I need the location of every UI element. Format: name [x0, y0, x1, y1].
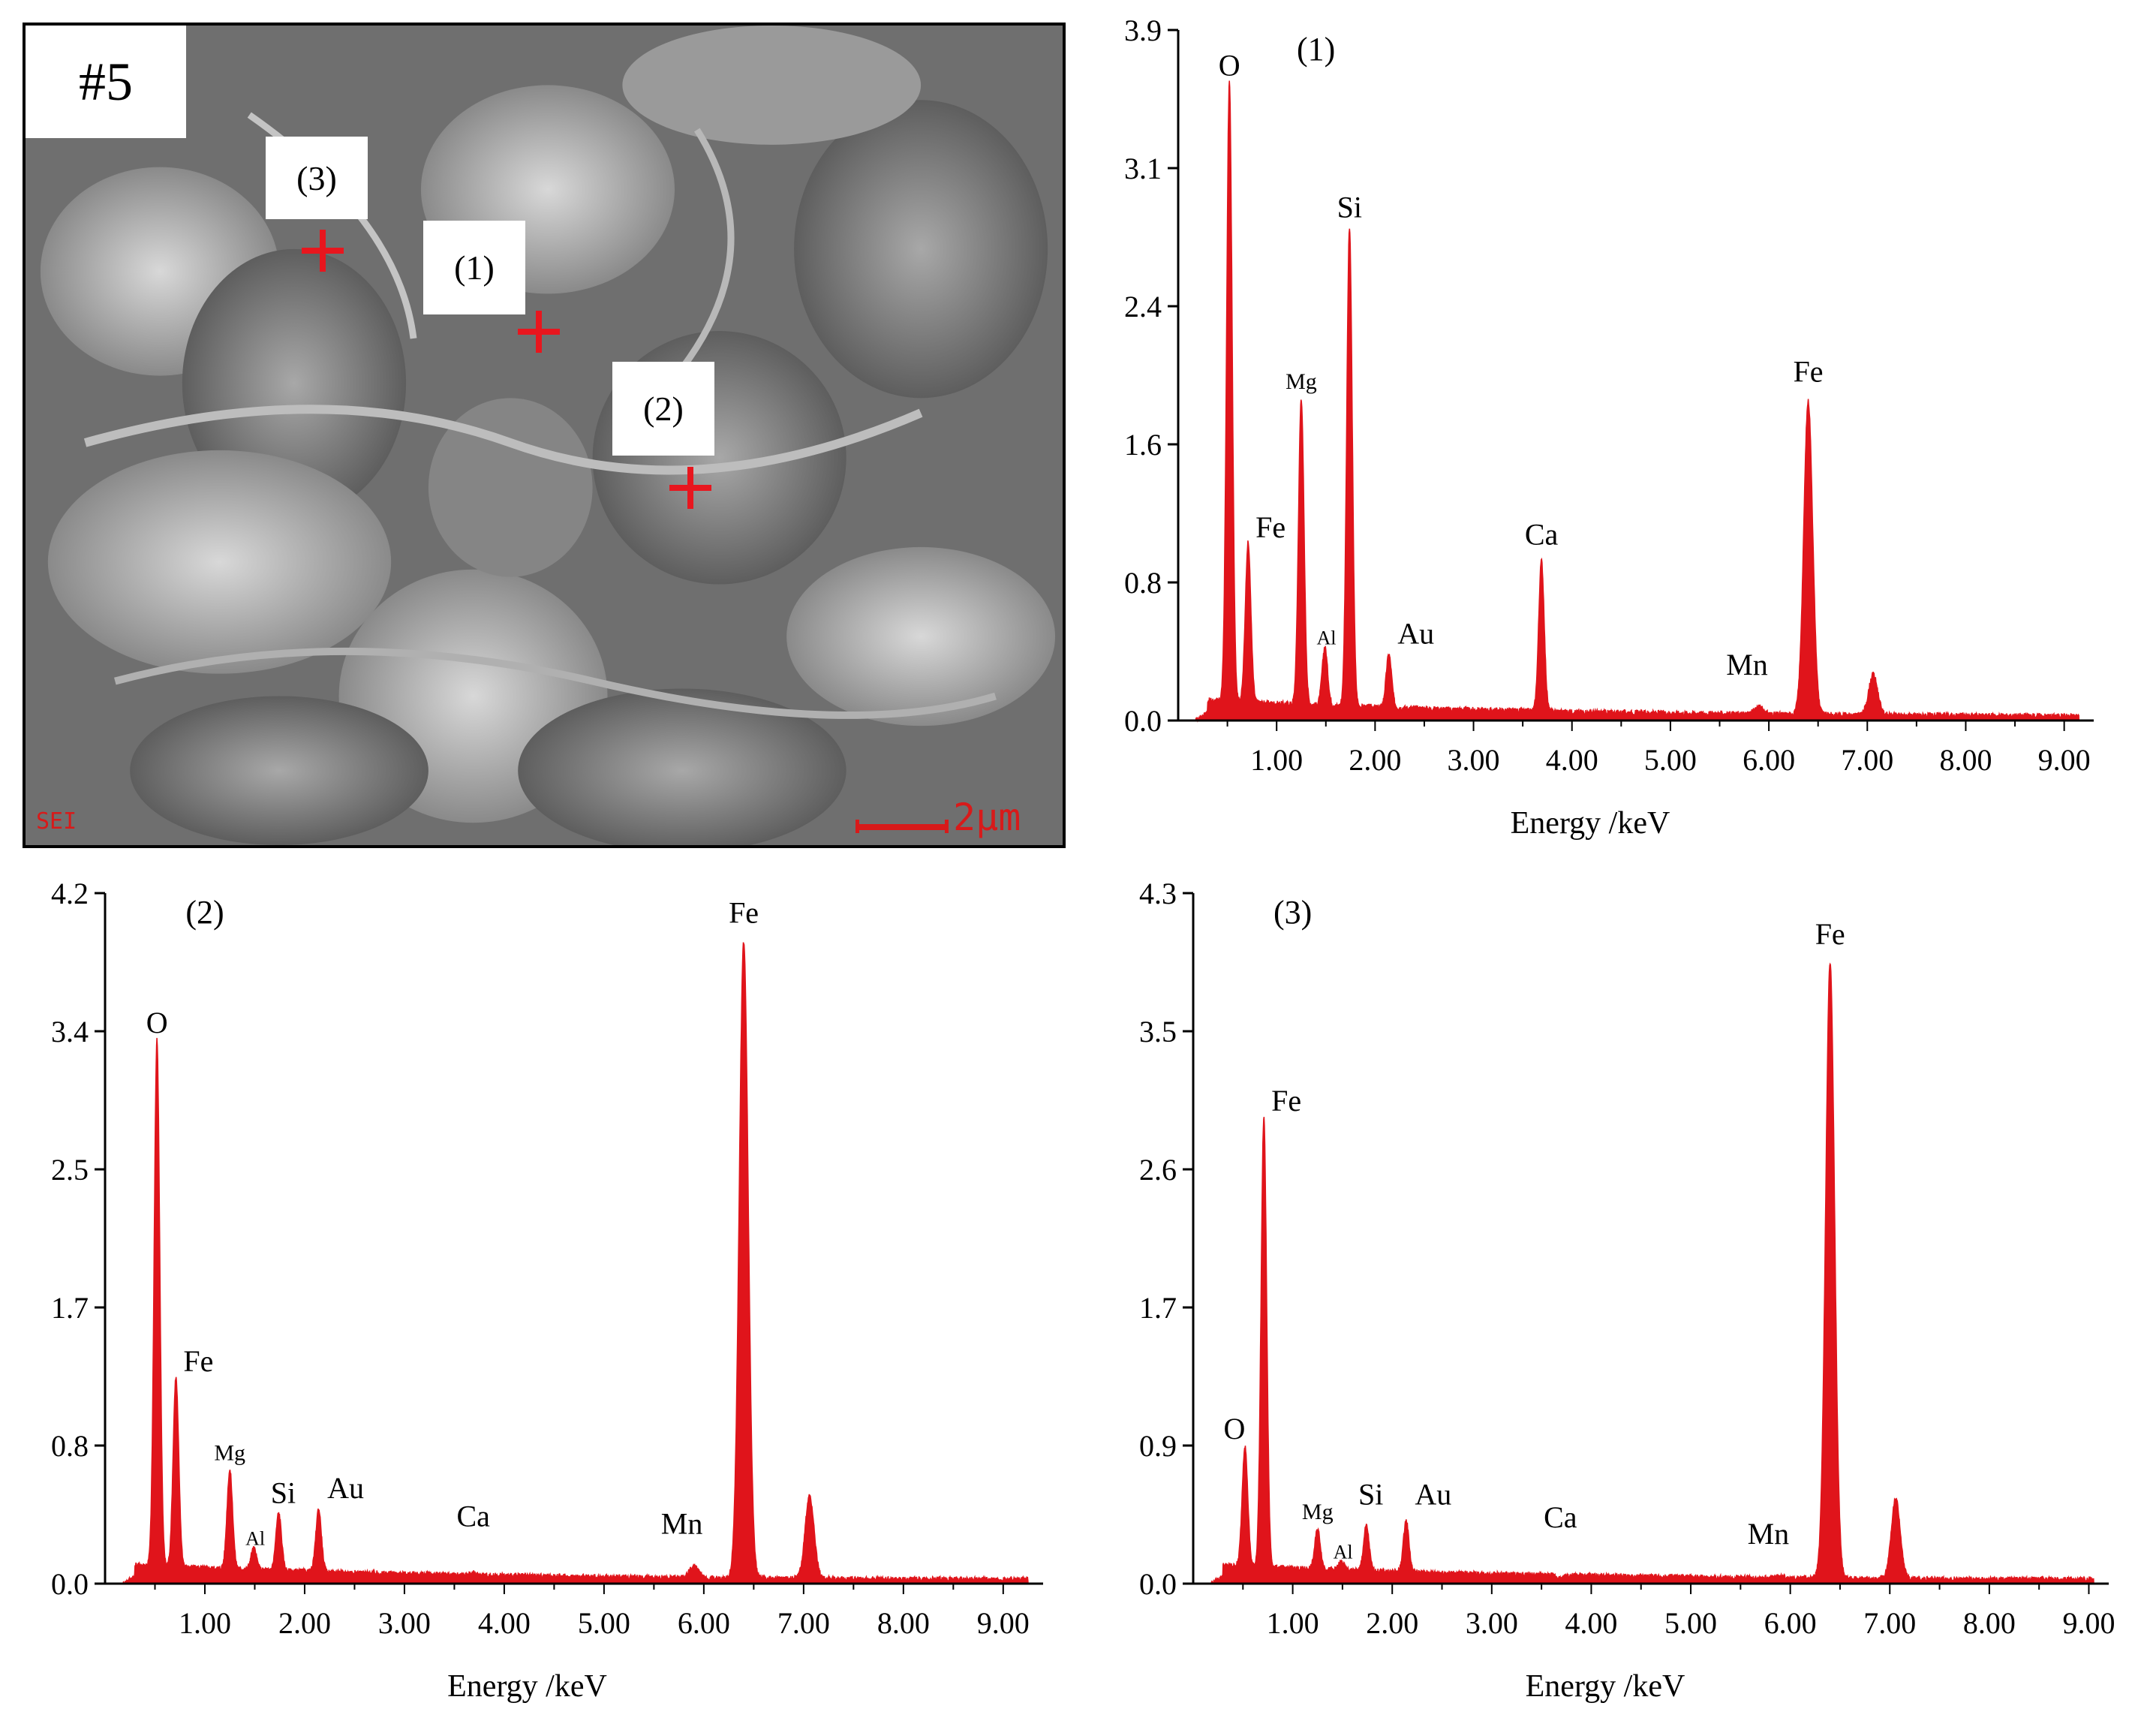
y-tick-label: 0.9 [1139, 1429, 1177, 1463]
y-tick-label: 2.5 [51, 1153, 89, 1187]
peak-label-mg: Mg [214, 1441, 245, 1466]
x-tick-label: 6.00 [1764, 1606, 1817, 1640]
peak-label-fe: Fe [183, 1344, 213, 1378]
x-tick-label: 8.00 [877, 1606, 930, 1640]
x-tick-label: 9.00 [977, 1606, 1030, 1640]
scale-bar [857, 824, 947, 830]
x-tick-label: 8.00 [1939, 743, 1992, 777]
y-tick-label: 3.4 [51, 1015, 89, 1049]
x-tick-label: 6.00 [678, 1606, 730, 1640]
peak-label-au: Au [1415, 1477, 1451, 1511]
peak-label-al: Al [245, 1528, 265, 1550]
peak-label-mn: Mn [661, 1507, 703, 1541]
x-tick-label: 3.00 [1448, 743, 1500, 777]
peak-label-si: Si [271, 1476, 296, 1509]
x-tick-label: 7.00 [777, 1606, 830, 1640]
spectrum-chart-3: 0.0 0.9 1.7 2.6 3.5 4.3 1.00 2.00 3.00 4.00 5.00 6.… [1139, 877, 2115, 1704]
point-marker-1 [518, 311, 560, 353]
peak-label-o: O [146, 1006, 168, 1039]
y-tick-label: 4.3 [1139, 877, 1177, 910]
y-tick-label: 1.7 [1139, 1291, 1177, 1325]
point-label-3: (3) [266, 137, 368, 219]
x-tick-label: 1.00 [179, 1606, 231, 1640]
x-tick-label: 4.00 [478, 1606, 531, 1640]
x-tick-label: 1.00 [1250, 743, 1303, 777]
x-tick-label: 9.00 [2038, 743, 2091, 777]
y-tick-label: 1.7 [51, 1291, 89, 1325]
peak-label-ca: Ca [1544, 1500, 1577, 1534]
x-tick-label: 7.00 [1863, 1606, 1916, 1640]
spectrum-chart-1: 0.0 0.8 1.6 2.4 3.1 3.9 1.00 2.00 3.00 4.00 5.00 6.… [1124, 14, 2094, 841]
peak-label-ca: Ca [456, 1499, 490, 1533]
x-axis-title: Energy /keV [1526, 1669, 1685, 1704]
chart-title: (2) [185, 894, 224, 931]
x-tick-label: 8.00 [1963, 1606, 2016, 1640]
peak-label-o: O [1224, 1412, 1246, 1446]
y-tick-label: 2.6 [1139, 1153, 1177, 1187]
point-marker-2 [669, 467, 711, 509]
y-tick-label: 2.4 [1124, 290, 1162, 323]
y-tick-label: 3.5 [1139, 1015, 1177, 1049]
spectrum-chart-2: 0.0 0.8 1.7 2.5 3.4 4.2 1.00 2.00 3.00 4.00 5.00 6.… [51, 877, 1043, 1704]
x-tick-label: 9.00 [2062, 1606, 2115, 1640]
point-label-1: (1) [423, 221, 525, 314]
y-tick-label: 0.0 [51, 1567, 89, 1601]
peak-label-mg: Mg [1302, 1500, 1334, 1524]
y-tick-label: 0.0 [1139, 1567, 1177, 1601]
peak-label-fe: Fe [1794, 355, 1824, 389]
peak-label-mn: Mn [1748, 1517, 1790, 1551]
y-tick-label: 0.0 [1124, 704, 1162, 738]
y-tick-label: 1.6 [1124, 428, 1162, 462]
peak-label-au: Au [327, 1471, 364, 1505]
peak-label-mg: Mg [1286, 369, 1317, 394]
x-tick-label: 7.00 [1841, 743, 1893, 777]
peak-label-fe: Fe [729, 895, 759, 929]
peak-label-fe: Fe [1815, 917, 1845, 951]
y-tick-label: 4.2 [51, 877, 89, 910]
peak-label-al: Al [1316, 627, 1336, 648]
x-axis-title: Energy /keV [447, 1669, 607, 1704]
x-tick-label: 2.00 [278, 1606, 331, 1640]
x-axis-title: Energy /keV [1511, 806, 1670, 841]
sample-label: #5 [26, 26, 186, 138]
x-tick-label: 4.00 [1546, 743, 1598, 777]
y-tick-label: 0.8 [51, 1429, 89, 1463]
point-label-2: (2) [612, 362, 714, 456]
peak-label-al: Al [1334, 1542, 1353, 1563]
point-marker-3 [302, 230, 344, 272]
x-tick-label: 6.00 [1743, 743, 1795, 777]
x-tick-label: 3.00 [1466, 1606, 1518, 1640]
sem-image: #5 (3) (1) (2) SEI 2μm [23, 23, 1066, 848]
x-tick-label: 1.00 [1267, 1606, 1319, 1640]
x-tick-label: 5.00 [1664, 1606, 1717, 1640]
chart-title: (1) [1297, 31, 1335, 68]
sem-texture [26, 26, 1063, 845]
x-tick-label: 2.00 [1366, 1606, 1418, 1640]
peak-label-mn: Mn [1726, 648, 1768, 681]
x-tick-label: 3.00 [378, 1606, 431, 1640]
spectrum-area [1210, 962, 2094, 1585]
spectrum-area [122, 942, 1029, 1584]
peak-label-si: Si [1358, 1477, 1383, 1511]
peak-label-au: Au [1397, 616, 1434, 650]
scale-bar-label: 2μm [953, 796, 1021, 839]
scale-bar-tick-right [945, 820, 949, 833]
peak-label-si: Si [1337, 190, 1362, 224]
y-tick-label: 3.1 [1124, 152, 1162, 185]
y-tick-label: 0.8 [1124, 566, 1162, 600]
x-tick-label: 5.00 [1644, 743, 1697, 777]
detector-label: SEI [36, 808, 77, 835]
peak-label-fe: Fe [1271, 1084, 1301, 1118]
peak-label-o: O [1219, 49, 1240, 83]
peak-label-ca: Ca [1525, 518, 1559, 552]
chart-title: (3) [1273, 894, 1312, 931]
spectrum-area [1195, 80, 2080, 723]
y-tick-label: 3.9 [1124, 14, 1162, 47]
x-tick-label: 2.00 [1349, 743, 1401, 777]
x-tick-label: 5.00 [578, 1606, 630, 1640]
peak-label-fe: Fe [1255, 510, 1286, 544]
x-tick-label: 4.00 [1565, 1606, 1617, 1640]
